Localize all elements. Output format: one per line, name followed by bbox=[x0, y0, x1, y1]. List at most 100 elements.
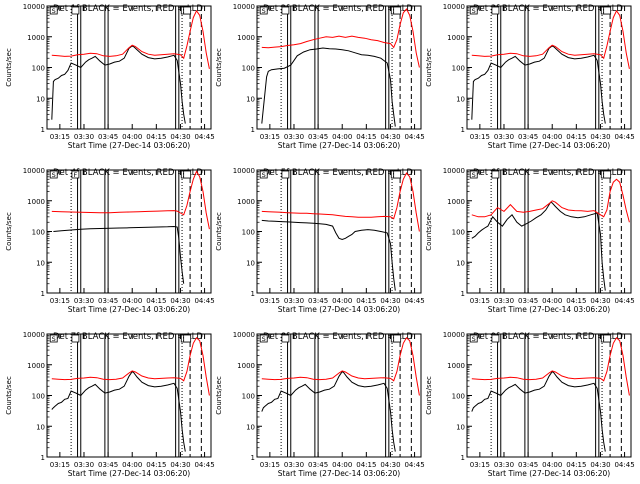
events-series-line bbox=[261, 47, 396, 127]
panel-title: Det 4f BLACK = Events, RED = LLD bbox=[53, 168, 203, 178]
x-tick-label: 03:15 bbox=[260, 133, 280, 141]
marker-box bbox=[49, 6, 58, 15]
lld-series-line bbox=[51, 337, 210, 396]
marker-box-label: S bbox=[262, 171, 266, 179]
y-tick-label: 1 bbox=[251, 290, 255, 298]
panel-title: Det 5f BLACK = Events, RED = LLD bbox=[263, 168, 413, 178]
x-tick-label: 04:30 bbox=[170, 133, 190, 141]
y-tick-label: 10000 bbox=[23, 331, 45, 339]
marker-box bbox=[491, 170, 500, 179]
marker-box-label: S bbox=[262, 7, 266, 15]
marker-box bbox=[491, 334, 500, 343]
x-tick-label: 04:45 bbox=[614, 297, 634, 305]
y-tick-label: 10000 bbox=[233, 167, 255, 175]
y-tick-label: 100 bbox=[242, 229, 255, 237]
marker-box bbox=[259, 334, 268, 343]
detector-panel-9: Det 9f BLACK = Events, RED = LLD 1 10 100 10… bbox=[425, 331, 635, 478]
x-tick-label: 04:30 bbox=[380, 461, 400, 469]
y-tick-label: 10000 bbox=[23, 3, 45, 11]
detector-panel-7: Det 7f BLACK = Events, RED = LLD 1 10 100 10… bbox=[5, 331, 215, 478]
marker-box-label: S bbox=[472, 335, 476, 343]
marker-box bbox=[281, 6, 290, 15]
detector-panel-6: Det 6f BLACK = Events, RED = LLD 1 10 100 10… bbox=[425, 167, 635, 314]
y-axis-label: Counts/sec bbox=[425, 376, 433, 415]
x-tick-label: 04:30 bbox=[590, 297, 610, 305]
x-tick-label: 04:30 bbox=[380, 297, 400, 305]
lld-series-line bbox=[261, 337, 420, 396]
y-tick-label: 100 bbox=[452, 229, 465, 237]
x-axis-label: Start Time (27-Dec-14 03:06:20) bbox=[68, 469, 190, 478]
y-tick-label: 10 bbox=[36, 259, 45, 267]
marker-box-label: S bbox=[52, 7, 56, 15]
panel-title: Det 6f BLACK = Events, RED = LLD bbox=[473, 168, 623, 178]
x-tick-label: 03:15 bbox=[470, 297, 490, 305]
marker-box-label: S bbox=[262, 335, 266, 343]
x-tick-label: 03:45 bbox=[518, 461, 538, 469]
x-axis-label: Start Time (27-Dec-14 03:06:20) bbox=[488, 141, 610, 150]
x-tick-label: 03:30 bbox=[74, 297, 94, 305]
y-tick-label: 1000 bbox=[27, 198, 45, 206]
marker-box bbox=[71, 170, 80, 179]
y-tick-label: 10 bbox=[456, 423, 465, 431]
x-tick-label: 04:30 bbox=[590, 461, 610, 469]
y-axis-label: Counts/sec bbox=[425, 48, 433, 87]
y-tick-label: 100 bbox=[242, 65, 255, 73]
y-tick-label: 1 bbox=[41, 290, 45, 298]
y-axis-label: Counts/sec bbox=[215, 376, 223, 415]
lld-series-line bbox=[261, 172, 420, 232]
y-tick-label: 10 bbox=[246, 423, 255, 431]
marker-box bbox=[393, 170, 402, 179]
x-tick-label: 03:45 bbox=[518, 297, 538, 305]
x-axis-label: Start Time (27-Dec-14 03:06:20) bbox=[68, 141, 190, 150]
y-tick-label: 10000 bbox=[233, 3, 255, 11]
marker-box bbox=[603, 170, 612, 179]
marker-box bbox=[393, 6, 402, 15]
marker-box bbox=[183, 6, 192, 15]
x-tick-label: 03:45 bbox=[98, 461, 118, 469]
x-tick-label: 04:00 bbox=[122, 297, 142, 305]
detector-panel-4: Det 4f BLACK = Events, RED = LLD 1 10 100 10… bbox=[5, 167, 215, 314]
x-tick-label: 03:15 bbox=[50, 133, 70, 141]
x-tick-label: 03:15 bbox=[260, 461, 280, 469]
panel-title: Det 9f BLACK = Events, RED = LLD bbox=[473, 332, 623, 342]
x-tick-label: 04:30 bbox=[170, 461, 190, 469]
x-tick-label: 04:45 bbox=[614, 133, 634, 141]
y-tick-label: 100 bbox=[32, 65, 45, 73]
panel-title: Det 2f BLACK = Events, RED = LLD bbox=[263, 4, 413, 14]
events-series-line bbox=[471, 45, 606, 124]
y-tick-label: 1000 bbox=[447, 198, 465, 206]
x-axis-label: Start Time (27-Dec-14 03:06:20) bbox=[278, 141, 400, 150]
marker-box bbox=[259, 170, 268, 179]
x-tick-label: 04:15 bbox=[566, 461, 586, 469]
x-tick-label: 04:30 bbox=[590, 133, 610, 141]
x-tick-label: 04:15 bbox=[146, 297, 166, 305]
y-axis-label: Counts/sec bbox=[5, 212, 13, 251]
y-tick-label: 10000 bbox=[443, 3, 465, 11]
x-axis-label: Start Time (27-Dec-14 03:06:20) bbox=[68, 305, 190, 314]
x-tick-label: 03:45 bbox=[308, 461, 328, 469]
panel-title: Det 1f BLACK = Events, RED = LLD bbox=[53, 4, 203, 14]
marker-box bbox=[603, 334, 612, 343]
x-tick-label: 04:00 bbox=[122, 133, 142, 141]
x-axis-label: Start Time (27-Dec-14 03:06:20) bbox=[488, 305, 610, 314]
events-series-line bbox=[471, 201, 606, 291]
events-series-line bbox=[471, 370, 606, 452]
lld-series-line bbox=[471, 337, 630, 396]
x-tick-label: 04:00 bbox=[542, 133, 562, 141]
y-tick-label: 1000 bbox=[27, 34, 45, 42]
marker-box bbox=[49, 334, 58, 343]
y-tick-label: 10 bbox=[456, 95, 465, 103]
x-tick-label: 04:15 bbox=[146, 133, 166, 141]
y-tick-label: 10000 bbox=[23, 167, 45, 175]
x-tick-label: 03:30 bbox=[494, 297, 514, 305]
x-tick-label: 03:30 bbox=[284, 461, 304, 469]
x-tick-label: 04:45 bbox=[194, 297, 214, 305]
y-tick-label: 10000 bbox=[233, 331, 255, 339]
marker-box bbox=[183, 334, 192, 343]
x-tick-label: 04:00 bbox=[542, 297, 562, 305]
lld-series-line bbox=[51, 170, 210, 230]
x-tick-label: 03:45 bbox=[98, 297, 118, 305]
marker-box bbox=[603, 6, 612, 15]
y-tick-label: 100 bbox=[32, 393, 45, 401]
